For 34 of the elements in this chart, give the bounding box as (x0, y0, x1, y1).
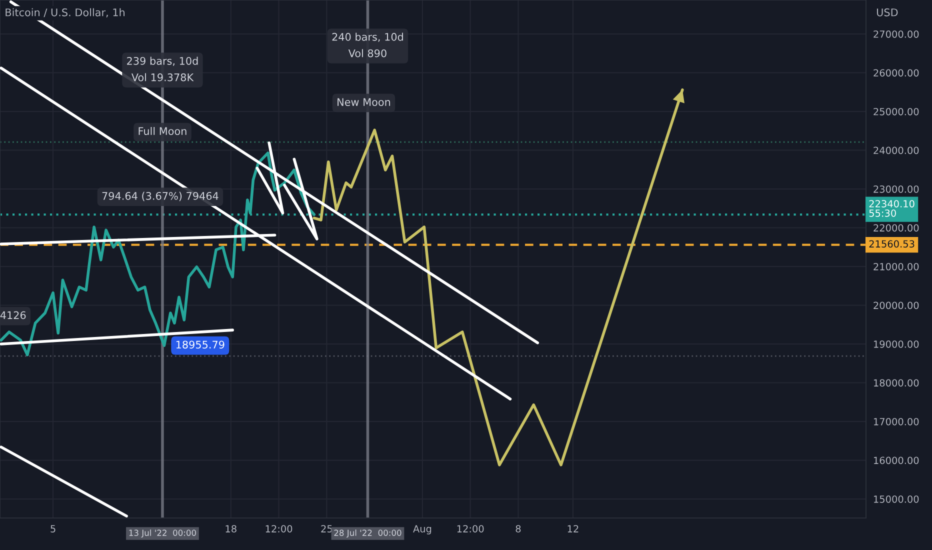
y-tick-label: 26000.00 (874, 69, 919, 77)
y-tick-label: 19000.00 (874, 340, 919, 348)
y-tick-label: 23000.00 (874, 185, 919, 193)
x-tick-label: 25 (321, 525, 332, 532)
x-tick-label: 12:00 (457, 525, 484, 532)
annotation: 4126 (0, 311, 26, 320)
y-tick-label: 18000.00 (874, 379, 919, 387)
y-tick-label: 25000.00 (874, 108, 919, 116)
y-tick-label: 15000.00 (874, 495, 919, 503)
annotation: 240 bars, 10d Vol 890 (332, 32, 403, 58)
ref-line-label: 28 Jul '22 00:00 (334, 530, 402, 538)
annotation: 239 bars, 10d Vol 19.378K (127, 56, 198, 82)
y-tick-label: 27000.00 (874, 30, 919, 38)
ref-line-label: 21560.53 (869, 240, 914, 248)
y-tick-label: 16000.00 (874, 456, 919, 464)
annotation: 794.64 (3.67%) 79464 (102, 192, 218, 202)
x-tick-label: 8 (516, 525, 521, 532)
x-tick-label: 18 (226, 525, 236, 532)
text: Bitcoin / U.S. Dollar, 1h (6, 8, 124, 18)
ref-line-label: 22340.10 55:30 (869, 200, 914, 217)
y-tick-label: 24000.00 (874, 146, 919, 154)
y-tick-label: 21000.00 (874, 262, 919, 270)
y-tick-label: 20000.00 (874, 302, 919, 310)
x-tick-label: 12:00 (266, 525, 292, 532)
x-tick-label: 5 (50, 525, 56, 532)
y-axis-title: USD (876, 8, 898, 16)
annotation: 18955.79 (176, 340, 224, 349)
y-tick-label: 17000.00 (874, 418, 919, 426)
annotation: New Moon (338, 98, 390, 106)
x-tick-label: Aug (413, 525, 432, 534)
annotation: Full Moon (138, 126, 186, 136)
x-tick-label: 12 (568, 525, 578, 532)
ref-line-label: 13 Jul '22 00:00 (129, 530, 196, 538)
y-tick-label: 22000.00 (874, 224, 919, 232)
